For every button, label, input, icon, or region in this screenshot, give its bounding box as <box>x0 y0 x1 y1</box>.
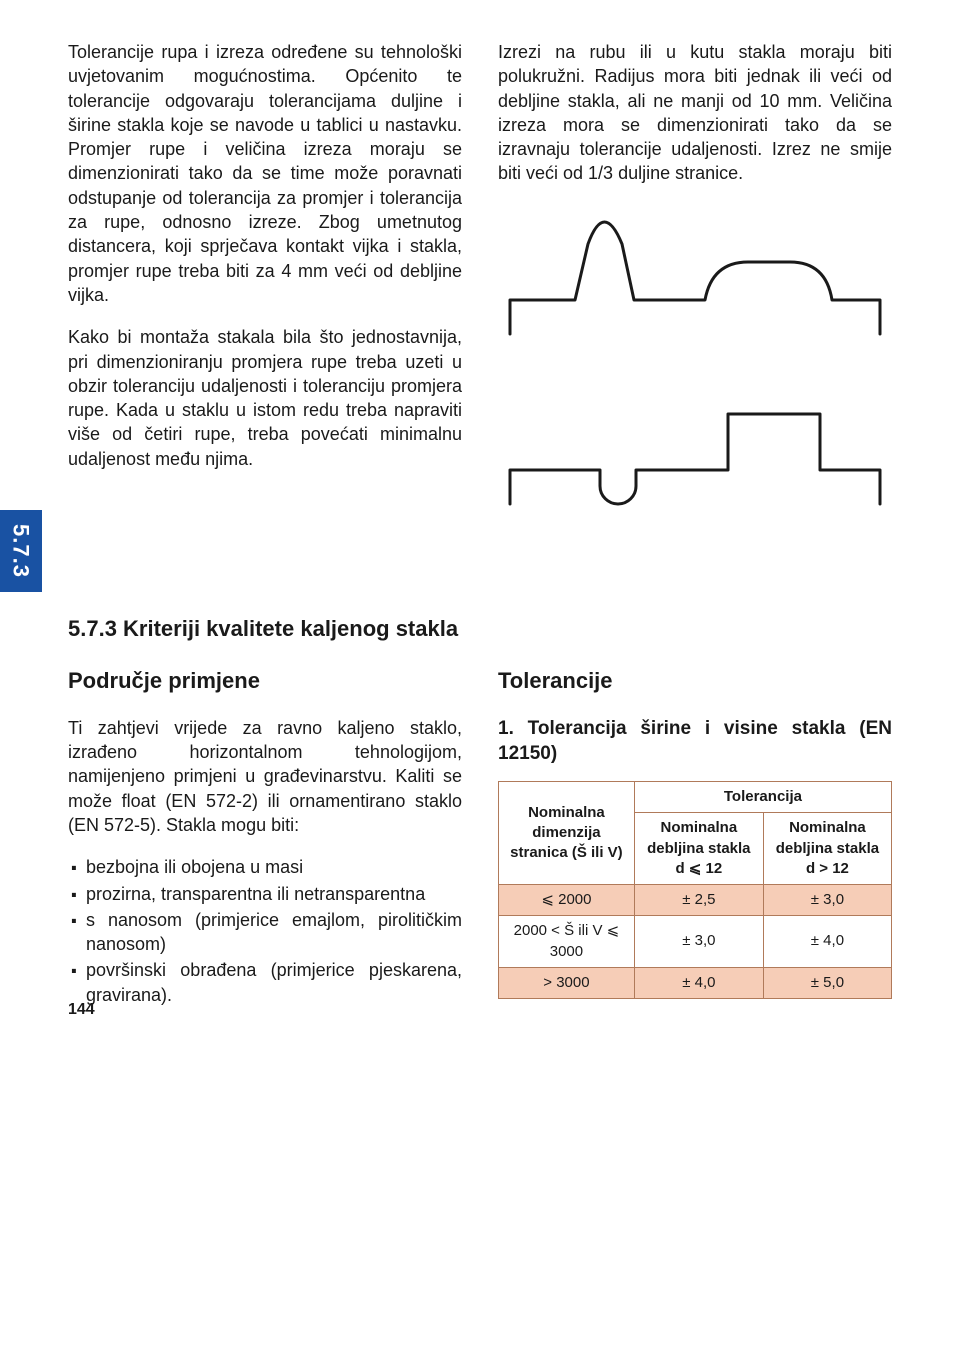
top-right-col: Izrezi na rubu ili u kutu stakla moraju … <box>498 40 892 544</box>
left-heading: Područje primjene <box>68 666 462 696</box>
table-cell: ± 4,0 <box>634 967 763 998</box>
tolerance-table: Nominalna dimenzija stranica (Š ili V) T… <box>498 781 892 999</box>
list-item: s nanosom (primjerice emajlom, pirolitič… <box>68 908 462 957</box>
table-cell: ± 3,0 <box>634 916 763 968</box>
table-cell: ± 3,0 <box>763 885 891 916</box>
section-tab: 5.7.3 <box>0 510 42 592</box>
table-cell: > 3000 <box>499 967 635 998</box>
list-item: bezbojna ili obojena u masi <box>68 855 462 879</box>
th-thickness-gt12: Nominalna debljina stakla d > 12 <box>763 813 891 885</box>
right-subheading: 1. Tolerancija širine i visine stakla (E… <box>498 716 892 767</box>
top-right-p1: Izrezi na rubu ili u kutu stakla moraju … <box>498 40 892 186</box>
top-columns: Tolerancije rupa i izreza određene su te… <box>68 40 892 544</box>
page-number: 144 <box>68 999 95 1021</box>
lower-left-col: Područje primjene Ti zahtjevi vrijede za… <box>68 666 462 1009</box>
table-cell: ± 5,0 <box>763 967 891 998</box>
edge-cut-diagram-2 <box>498 374 892 520</box>
table-row: > 3000± 4,0± 5,0 <box>499 967 892 998</box>
glass-types-list: bezbojna ili obojena u masi prozirna, tr… <box>68 855 462 1007</box>
top-left-p2: Kako bi montaža stakala bila što jednost… <box>68 325 462 471</box>
right-heading: Tolerancije <box>498 666 892 696</box>
list-item: površinski obrađena (primjerice pjeskare… <box>68 958 462 1007</box>
edge-cut-diagram-1 <box>498 204 892 350</box>
left-paragraph: Ti zahtjevi vrijede za ravno kaljeno sta… <box>68 716 462 837</box>
section-title: 5.7.3 Kriteriji kvalitete kaljenog stakl… <box>68 614 892 644</box>
list-item: prozirna, transparentna ili netransparen… <box>68 882 462 906</box>
th-thickness-le12: Nominalna debljina stakla d ⩽ 12 <box>634 813 763 885</box>
lower-columns: Područje primjene Ti zahtjevi vrijede za… <box>68 666 892 1009</box>
th-dimension: Nominalna dimenzija stranica (Š ili V) <box>499 782 635 885</box>
table-cell: ± 4,0 <box>763 916 891 968</box>
th-tolerance-span: Tolerancija <box>634 782 891 813</box>
top-left-col: Tolerancije rupa i izreza određene su te… <box>68 40 462 544</box>
lower-right-col: Tolerancije 1. Tolerancija širine i visi… <box>498 666 892 1009</box>
table-cell: ⩽ 2000 <box>499 885 635 916</box>
table-cell: ± 2,5 <box>634 885 763 916</box>
table-cell: 2000 < Š ili V ⩽ 3000 <box>499 916 635 968</box>
table-row: 2000 < Š ili V ⩽ 3000± 3,0± 4,0 <box>499 916 892 968</box>
top-left-p1: Tolerancije rupa i izreza određene su te… <box>68 40 462 307</box>
table-row: ⩽ 2000± 2,5± 3,0 <box>499 885 892 916</box>
